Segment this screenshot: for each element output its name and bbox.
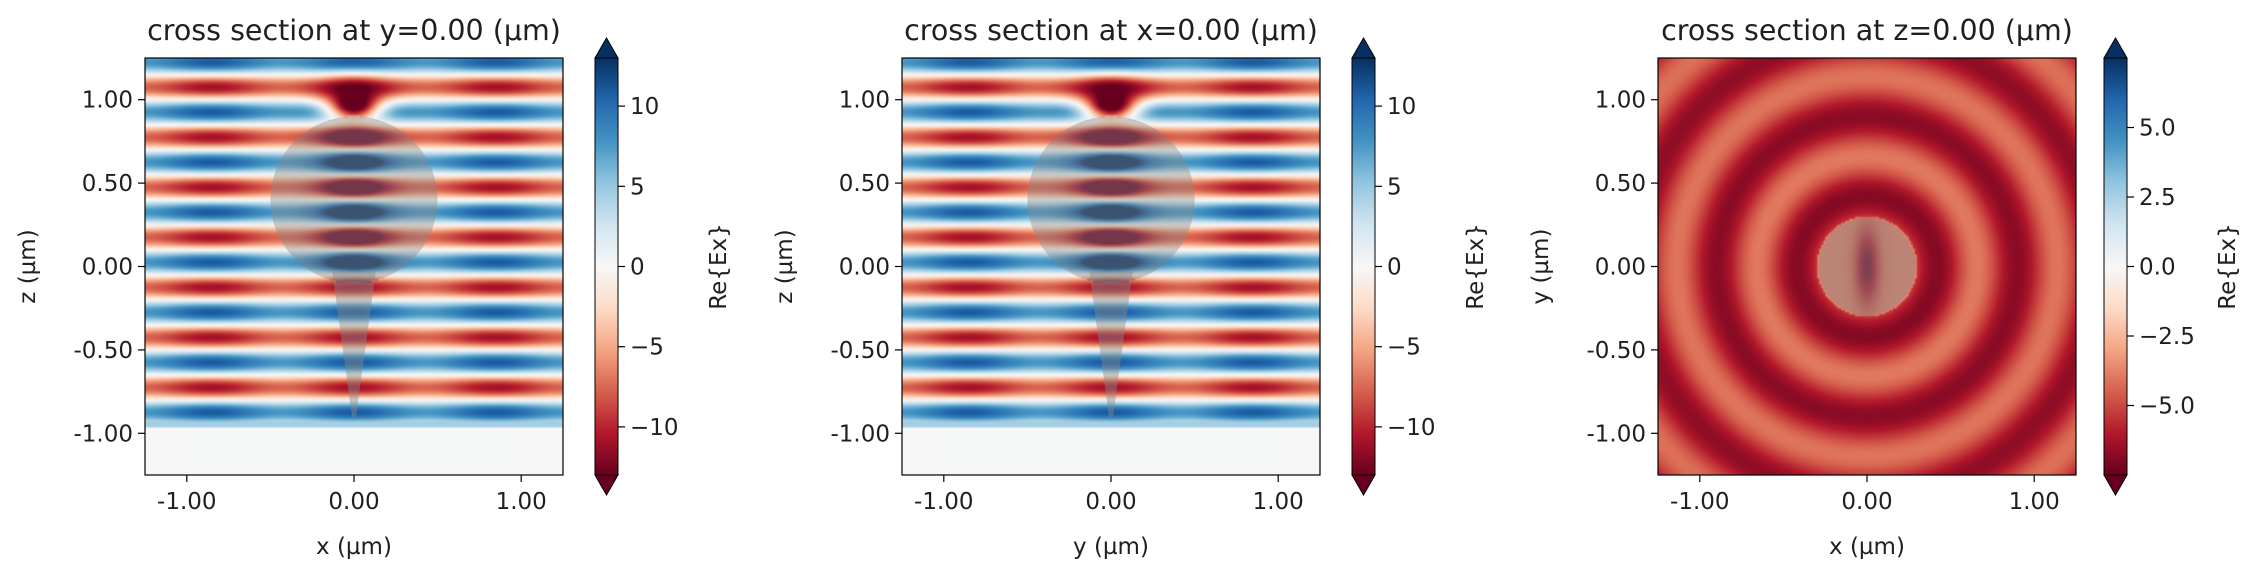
colorbar-extend-min bbox=[2103, 474, 2128, 497]
colorbar-tick-label: 10 bbox=[1387, 94, 1416, 120]
colorbar-extend-max bbox=[1351, 36, 1376, 59]
colorbar-tick-label: 10 bbox=[630, 94, 659, 120]
y-axis-label: z (µm) bbox=[15, 229, 41, 303]
x-tick-label: -1.00 bbox=[1670, 489, 1730, 515]
colorbar-label: Re{Ex} bbox=[706, 223, 732, 310]
x-tick-label: 1.00 bbox=[1253, 489, 1304, 515]
colorbar-tick-label: −2.5 bbox=[2139, 324, 2195, 350]
colorbar-extend-max bbox=[2103, 36, 2128, 59]
colorbar bbox=[2104, 58, 2127, 475]
chart-title: cross section at z=0.00 (µm) bbox=[1661, 14, 2073, 47]
y-tick-label: 0.00 bbox=[1595, 255, 1646, 281]
colorbar-tick-label: 0.0 bbox=[2139, 255, 2176, 281]
cone-overlay bbox=[1089, 271, 1133, 417]
field-heatmap-2 bbox=[902, 58, 1320, 475]
x-tick-label: 0.00 bbox=[328, 489, 379, 515]
y-tick-label: -1.00 bbox=[830, 421, 890, 447]
y-tick-label: 0.00 bbox=[82, 255, 133, 281]
colorbar-extend-min bbox=[594, 474, 619, 497]
sphere-overlay bbox=[270, 116, 438, 284]
disk-overlay bbox=[1818, 218, 1916, 315]
colorbar-label: Re{Ex} bbox=[1463, 223, 1489, 310]
y-tick-label: -0.50 bbox=[73, 338, 133, 364]
x-tick-label: 0.00 bbox=[1085, 489, 1136, 515]
x-tick-label: 1.00 bbox=[496, 489, 547, 515]
x-axis-label: y (µm) bbox=[1073, 534, 1149, 560]
field-heatmap-1 bbox=[145, 58, 563, 475]
sphere-overlay bbox=[1027, 116, 1195, 284]
y-tick-label: 1.00 bbox=[839, 88, 890, 114]
y-tick-label: -0.50 bbox=[1586, 338, 1646, 364]
colorbar-tick-label: −5.0 bbox=[2139, 394, 2195, 420]
colorbar-extend-max bbox=[594, 36, 619, 59]
chart-title: cross section at x=0.00 (µm) bbox=[904, 14, 1318, 47]
colorbar bbox=[595, 58, 618, 475]
x-tick-label: -1.00 bbox=[914, 489, 974, 515]
colorbar-tick-label: −5 bbox=[630, 335, 664, 361]
y-tick-label: 1.00 bbox=[1595, 88, 1646, 114]
colorbar-label: Re{Ex} bbox=[2215, 223, 2241, 310]
y-tick-label: 0.50 bbox=[839, 171, 890, 197]
colorbar-tick-label: 5 bbox=[630, 174, 645, 200]
colorbar-tick-label: 2.5 bbox=[2139, 185, 2176, 211]
colorbar-tick-label: 0 bbox=[1387, 255, 1402, 281]
y-tick-label: 0.50 bbox=[1595, 171, 1646, 197]
y-tick-label: -0.50 bbox=[830, 338, 890, 364]
x-tick-label: -1.00 bbox=[157, 489, 217, 515]
x-tick-label: 1.00 bbox=[2009, 489, 2060, 515]
colorbar-tick-label: −5 bbox=[1387, 335, 1421, 361]
colorbar-tick-label: −10 bbox=[630, 415, 679, 441]
chart-title: cross section at y=0.00 (µm) bbox=[147, 14, 561, 47]
y-tick-label: 1.00 bbox=[82, 88, 133, 114]
colorbar bbox=[1352, 58, 1375, 475]
y-tick-label: 0.00 bbox=[839, 255, 890, 281]
y-axis-label: y (µm) bbox=[1528, 229, 1554, 305]
colorbar-tick-label: 5.0 bbox=[2139, 116, 2176, 142]
field-heatmap-3 bbox=[1658, 58, 2076, 475]
x-axis-label: x (µm) bbox=[316, 534, 392, 560]
colorbar-extend-min bbox=[1351, 474, 1376, 497]
y-tick-label: -1.00 bbox=[1586, 421, 1646, 447]
colorbar-tick-label: 0 bbox=[630, 255, 645, 281]
colorbar-tick-label: 5 bbox=[1387, 174, 1402, 200]
y-tick-label: -1.00 bbox=[73, 421, 133, 447]
x-tick-label: 0.00 bbox=[1841, 489, 1892, 515]
x-axis-label: x (µm) bbox=[1829, 534, 1905, 560]
colorbar-tick-label: −10 bbox=[1387, 415, 1436, 441]
y-axis-label: z (µm) bbox=[772, 229, 798, 303]
y-tick-label: 0.50 bbox=[82, 171, 133, 197]
cone-overlay bbox=[332, 271, 376, 417]
